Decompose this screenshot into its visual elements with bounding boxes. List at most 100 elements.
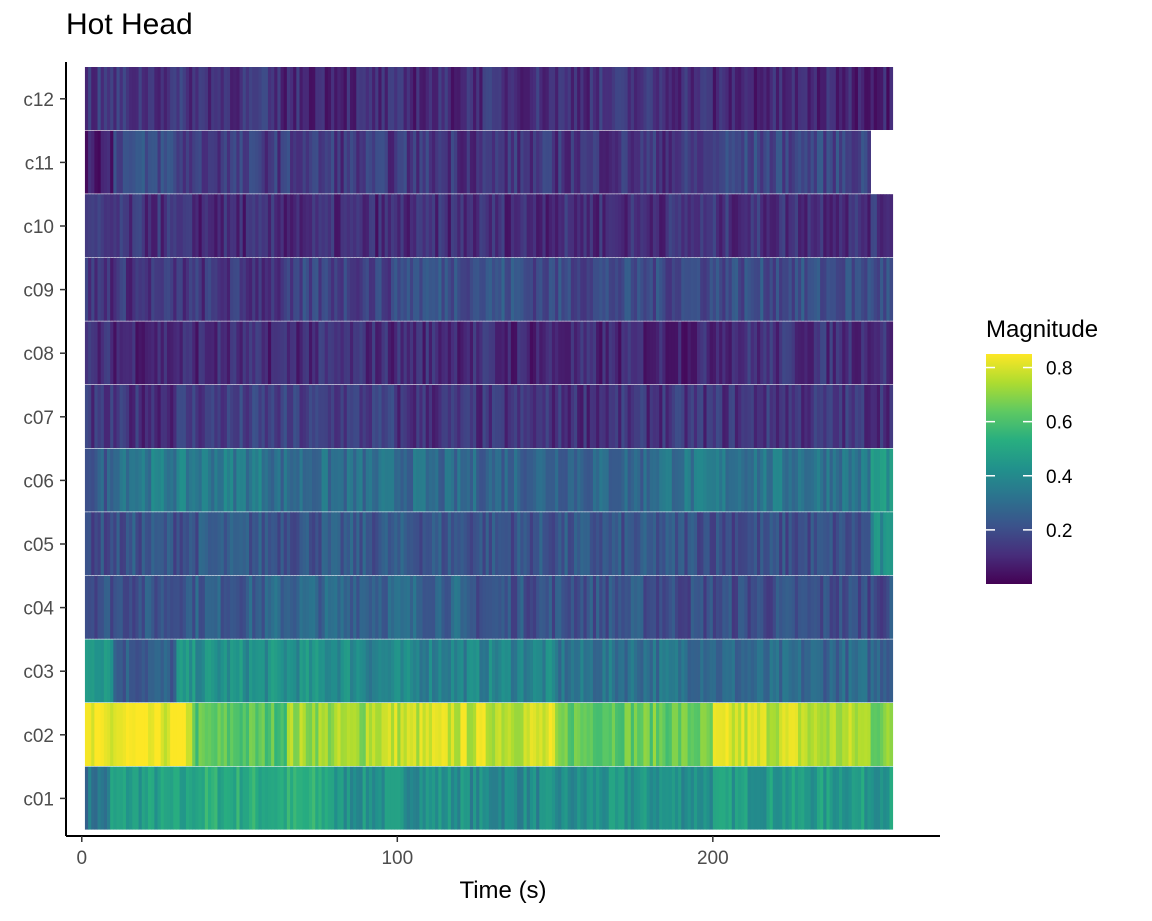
heatmap-cell-c07 [204, 385, 209, 448]
heatmap-cell-c06 [94, 448, 98, 512]
heatmap-cell-c02 [791, 703, 796, 766]
heatmap-cell-c09 [485, 257, 490, 321]
heatmap-cell-c01 [315, 766, 319, 830]
heatmap-cell-c05 [356, 512, 360, 576]
heatmap-cell-c09 [671, 257, 676, 321]
heatmap-cell-c07 [242, 385, 247, 448]
heatmap-cell-c12 [334, 67, 338, 130]
heatmap-cell-c06 [327, 448, 332, 512]
heatmap-cell-c05 [542, 512, 546, 576]
heatmap-cell-c06 [491, 448, 496, 512]
heatmap-cell-c12 [643, 67, 647, 130]
heatmap-cell-c03 [687, 639, 692, 703]
heatmap-cell-c03 [829, 639, 834, 703]
heatmap-cell-c03 [349, 639, 354, 703]
heatmap-cell-c06 [501, 448, 505, 512]
heatmap-cell-c12 [223, 67, 228, 130]
heatmap-cell-c06 [551, 448, 556, 512]
heatmap-cell-c05 [214, 512, 218, 576]
heatmap-cell-c02 [466, 703, 471, 766]
heatmap-cell-c05 [337, 512, 341, 576]
heatmap-cell-c12 [94, 67, 98, 130]
heatmap-cell-c06 [166, 448, 171, 512]
heatmap-cell-c07 [839, 385, 843, 448]
heatmap-row-c04 [84, 575, 894, 639]
heatmap-cell-c06 [258, 448, 263, 512]
heatmap-cell-c07 [107, 385, 111, 448]
heatmap-cell-c06 [832, 448, 837, 512]
heatmap-cell-c08 [267, 321, 272, 385]
heatmap-cell-c08 [495, 321, 499, 385]
heatmap-cell-c07 [791, 385, 796, 448]
heatmap-cell-c02 [744, 703, 748, 766]
heatmap-cell-c12 [141, 67, 146, 130]
heatmap-cell-c03 [555, 639, 559, 703]
heatmap-cell-c08 [97, 321, 102, 385]
heatmap-cell-c06 [835, 448, 840, 512]
heatmap-cell-c08 [769, 321, 774, 385]
heatmap-cell-c12 [214, 67, 218, 130]
heatmap-cell-c04 [637, 575, 641, 639]
heatmap-cell-c06 [643, 448, 647, 512]
heatmap-cell-c03 [129, 639, 133, 703]
heatmap-cell-c01 [611, 766, 616, 830]
heatmap-cell-c04 [252, 575, 256, 639]
heatmap-cell-c01 [495, 766, 499, 830]
heatmap-cell-c01 [91, 766, 95, 830]
heatmap-cell-c02 [100, 703, 105, 766]
heatmap-cell-c05 [813, 512, 818, 576]
heatmap-cell-c08 [308, 321, 313, 385]
heatmap-cell-c10 [103, 194, 108, 258]
heatmap-cell-c02 [757, 703, 761, 766]
heatmap-cell-c06 [438, 448, 442, 512]
heatmap-cell-c03 [343, 639, 348, 703]
heatmap-cell-c12 [368, 67, 373, 130]
heatmap-cell-c03 [526, 639, 531, 703]
heatmap-cell-c06 [611, 448, 616, 512]
heatmap-cell-c10 [816, 194, 821, 258]
heatmap-cell-c01 [779, 766, 783, 830]
heatmap-cell-c01 [555, 766, 559, 830]
heatmap-cell-c06 [432, 448, 436, 512]
heatmap-cell-c10 [132, 194, 136, 258]
heatmap-cell-c10 [135, 194, 139, 258]
heatmap-cell-c05 [223, 512, 228, 576]
heatmap-cell-c08 [731, 321, 736, 385]
heatmap-cell-c07 [308, 385, 313, 448]
heatmap-cell-c11 [144, 130, 149, 194]
heatmap-cell-c07 [252, 385, 256, 448]
heatmap-cell-c04 [712, 575, 717, 639]
heatmap-cell-c03 [498, 639, 502, 703]
heatmap-cell-c11 [296, 130, 300, 194]
heatmap-cell-c02 [772, 703, 777, 766]
heatmap-cell-c11 [280, 130, 285, 194]
heatmap-cell-c06 [482, 448, 487, 512]
heatmap-cell-c10 [432, 194, 436, 258]
heatmap-cell-c12 [886, 67, 890, 130]
heatmap-cell-c09 [832, 257, 837, 321]
heatmap-cell-c02 [135, 703, 139, 766]
heatmap-cell-c12 [312, 67, 316, 130]
heatmap-cell-c05 [226, 512, 231, 576]
heatmap-cell-c07 [302, 385, 307, 448]
heatmap-cell-c09 [349, 257, 354, 321]
heatmap-cell-c04 [510, 575, 515, 639]
heatmap-cell-c10 [107, 194, 111, 258]
heatmap-cell-c08 [318, 321, 322, 385]
heatmap-cell-c09 [763, 257, 767, 321]
heatmap-cell-c11 [242, 130, 247, 194]
heatmap-cell-c04 [365, 575, 370, 639]
heatmap-cell-c07 [368, 385, 373, 448]
heatmap-cell-c01 [305, 766, 310, 830]
heatmap-cell-c04 [715, 575, 720, 639]
heatmap-cell-c04 [832, 575, 837, 639]
heatmap-cell-c10 [804, 194, 808, 258]
heatmap-cell-c04 [564, 575, 569, 639]
heatmap-cell-c09 [801, 257, 805, 321]
heatmap-cell-c05 [463, 512, 468, 576]
heatmap-cell-c03 [249, 639, 253, 703]
heatmap-cell-c12 [690, 67, 695, 130]
heatmap-cell-c07 [561, 385, 565, 448]
heatmap-cell-c07 [170, 385, 174, 448]
heatmap-cell-c07 [286, 385, 291, 448]
